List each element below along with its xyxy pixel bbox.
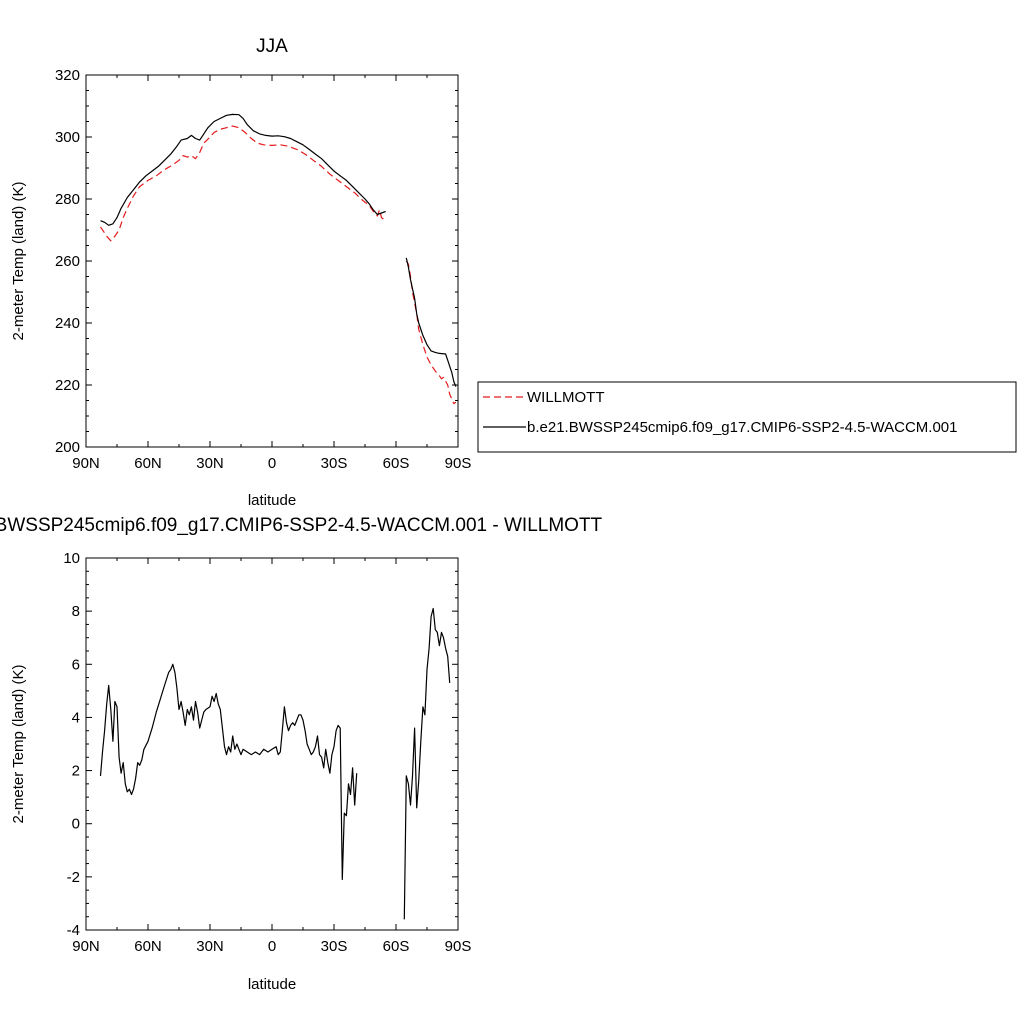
- x-axis-title: latitude: [248, 976, 296, 993]
- series-0: [99, 607, 451, 920]
- x-tick-label: 30S: [321, 455, 348, 472]
- legend-box: [477, 381, 1017, 453]
- y-tick-label: 0: [72, 816, 80, 833]
- x-axis-title: latitude: [248, 492, 296, 509]
- y-axis-title: 2-meter Temp (land) (K): [10, 665, 27, 824]
- x-tick-label: 90N: [72, 455, 100, 472]
- y-tick-label: 220: [55, 377, 80, 394]
- x-tick-label: 60N: [134, 938, 162, 955]
- legend-label-willmott: WILLMOTT: [527, 389, 605, 406]
- plot-frame: [85, 74, 459, 448]
- legend-label-model: b.e21.BWSSP245cmip6.f09_g17.CMIP6-SSP2-4…: [527, 419, 957, 436]
- y-tick-label: 8: [72, 603, 80, 620]
- series-line: [405, 257, 457, 387]
- series-0: [100, 125, 457, 405]
- x-tick-label: 90S: [445, 455, 472, 472]
- x-tick-label: 30S: [321, 938, 348, 955]
- y-tick-label: -4: [67, 922, 80, 939]
- series-line: [403, 607, 451, 920]
- y-tick-label: 10: [63, 550, 80, 567]
- series-line: [100, 113, 386, 226]
- x-tick-label: 30N: [196, 455, 224, 472]
- series-1: [100, 113, 457, 387]
- y-tick-label: 200: [55, 439, 80, 456]
- y-tick-label: 240: [55, 315, 80, 332]
- x-tick-label: 0: [268, 938, 276, 955]
- difference-panel: b.e21.BWSSP245cmip6.f09_g17.CMIP6-SSP2-4…: [0, 515, 603, 993]
- x-tick-label: 60N: [134, 455, 162, 472]
- y-tick-label: 280: [55, 191, 80, 208]
- chart-title: b.e21.BWSSP245cmip6.f09_g17.CMIP6-SSP2-4…: [0, 515, 603, 536]
- series-line: [405, 260, 457, 405]
- plot-frame: [85, 557, 459, 931]
- x-tick-label: 90N: [72, 938, 100, 955]
- climatology-panel: JJA 90N 60N 30N 0 30S 60S 90S 200 220 240 260 280 300…: [10, 36, 471, 509]
- y-tick-label: 2: [72, 763, 80, 780]
- y-tick-label: 300: [55, 129, 80, 146]
- x-tick-label: 60S: [383, 938, 410, 955]
- x-tick-label: 30N: [196, 938, 224, 955]
- x-tick-label: 90S: [445, 938, 472, 955]
- chart-title: JJA: [256, 36, 288, 57]
- series-line: [100, 125, 387, 242]
- y-tick-label: 260: [55, 253, 80, 270]
- series-line: [99, 663, 358, 881]
- legend: WILLMOTT b.e21.BWSSP245cmip6.f09_g17.CMI…: [477, 381, 1017, 453]
- y-tick-label: 320: [55, 67, 80, 84]
- y-tick-label: 4: [72, 709, 80, 726]
- y-tick-label: -2: [67, 869, 80, 886]
- y-tick-label: 6: [72, 656, 80, 673]
- x-tick-label: 60S: [383, 455, 410, 472]
- y-axis-title: 2-meter Temp (land) (K): [10, 182, 27, 341]
- x-tick-label: 0: [268, 455, 276, 472]
